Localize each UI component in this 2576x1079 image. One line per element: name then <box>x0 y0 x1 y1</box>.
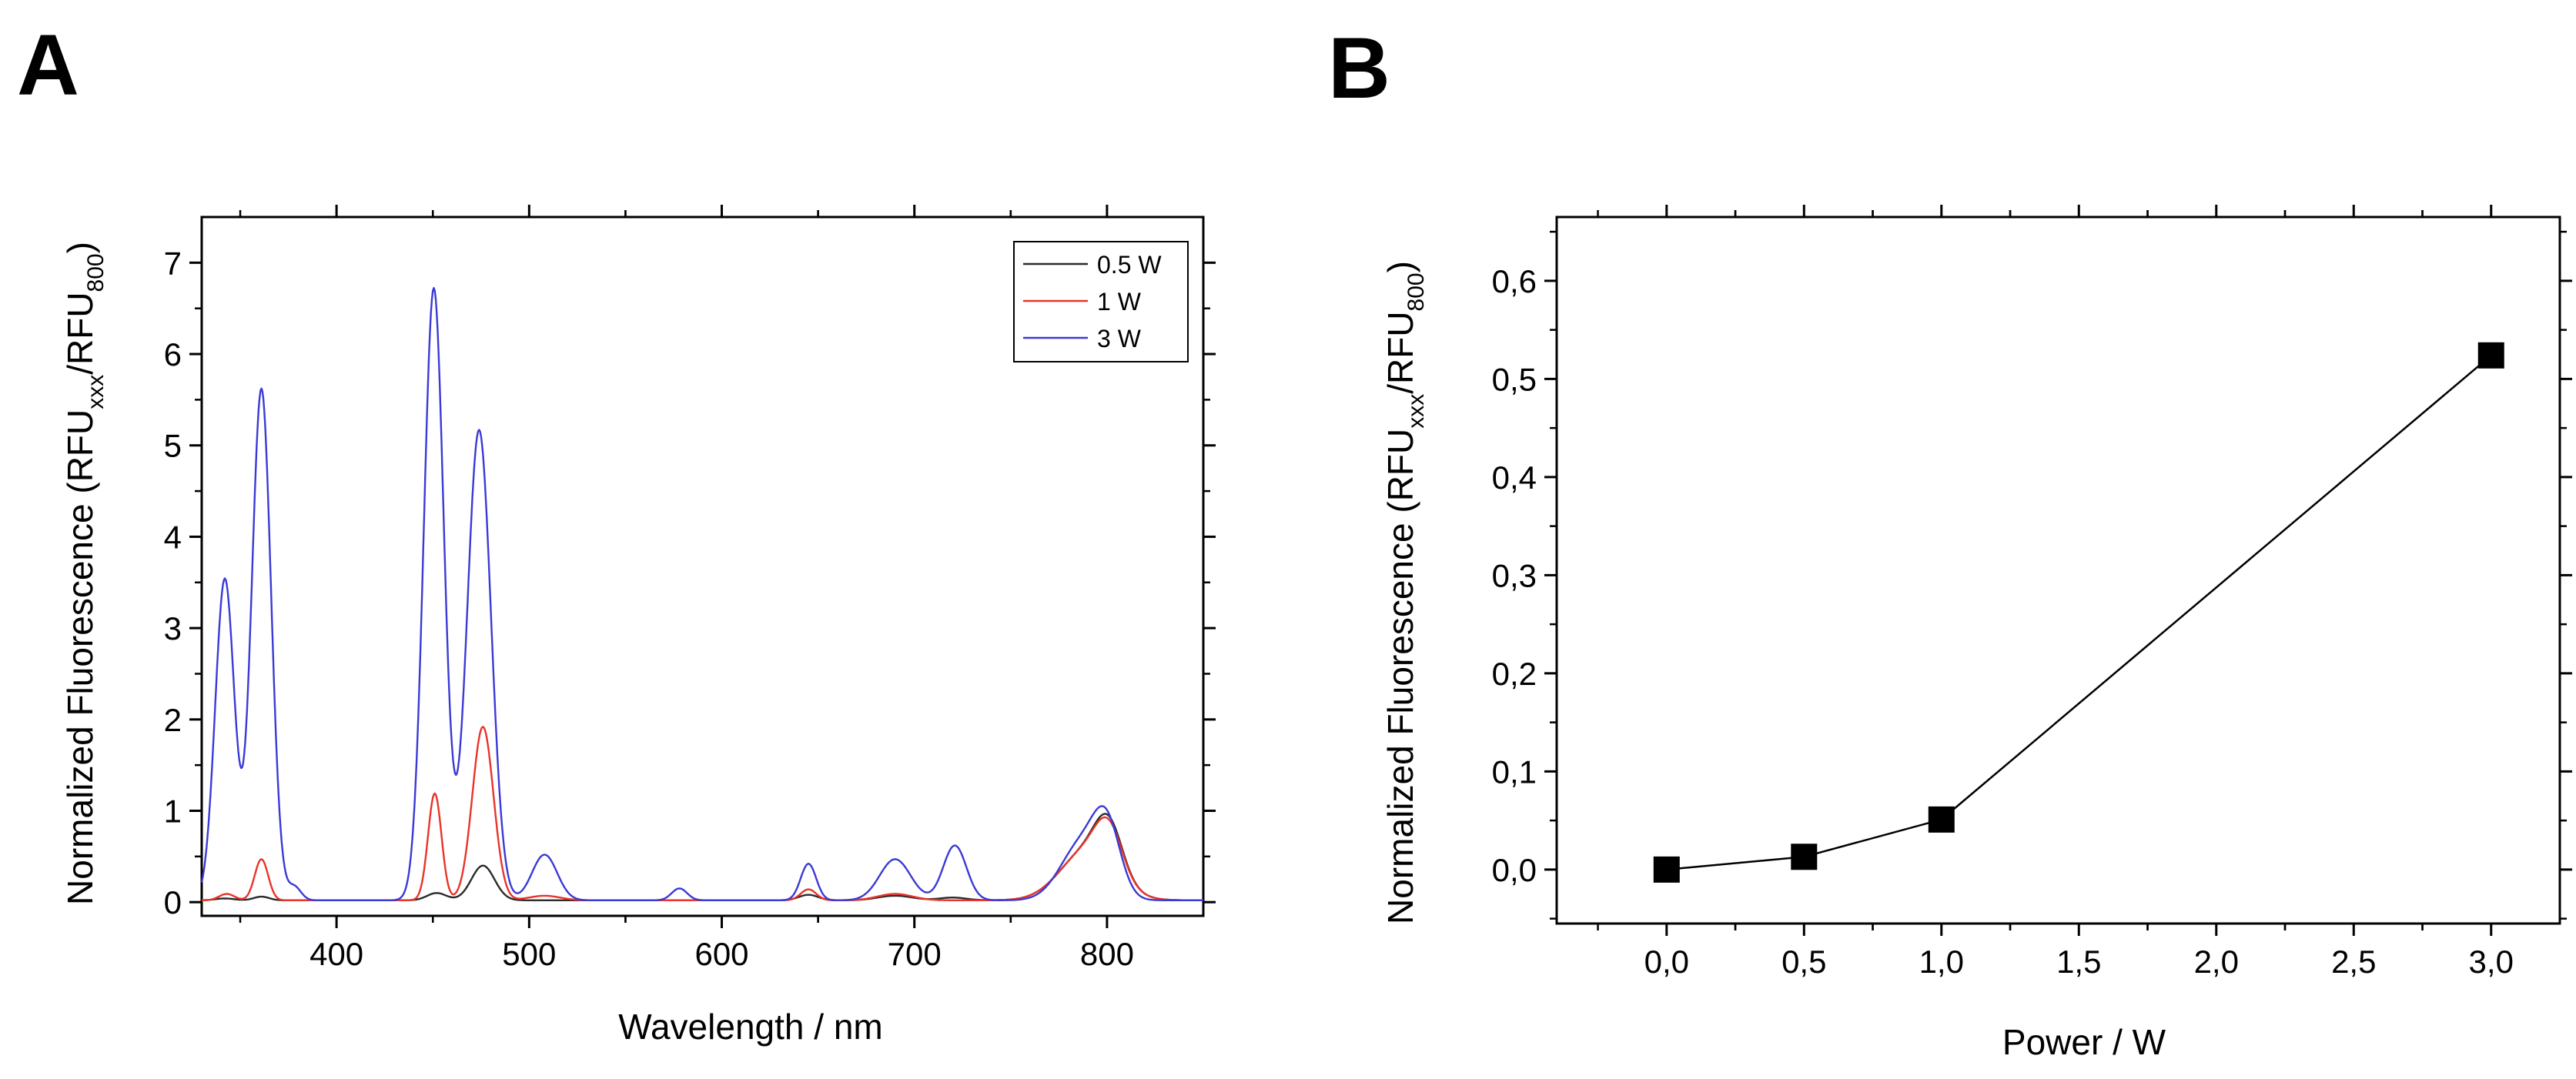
y-tick-label: 7 <box>164 245 182 281</box>
y-tick-label: 0,1 <box>1492 753 1537 790</box>
panel-b-axes <box>1555 215 2561 925</box>
data-point <box>2477 342 2504 369</box>
x-tick-label: 1,0 <box>1919 944 1964 980</box>
x-tick-label: 0,0 <box>1644 944 1689 980</box>
y-tick-label: 2 <box>164 702 182 738</box>
spectrum-line-1-W <box>202 726 1203 901</box>
x-tick-label: 400 <box>309 936 363 972</box>
y-tick-label: 3 <box>164 610 182 646</box>
panel-b-ticks: 0,0 0,5 1,0 1,5 2,0 2,5 3,0 0,0 0,1 0,2 0,3 0,4 0,5 0… <box>1492 205 2572 980</box>
panel-a-label: A <box>17 17 79 113</box>
panel-a-x-axis-title: Wavelength / nm <box>618 1007 882 1047</box>
x-tick-label: 2,5 <box>2331 944 2376 980</box>
x-tick-label: 500 <box>502 936 556 972</box>
panel-a-y-axis-title: Normalized Fluorescence (RFUxxx/RFU800) <box>60 242 109 905</box>
x-tick-label: 0,5 <box>1781 944 1826 980</box>
panel-b-y-axis-title: Normalized Fluorescence (RFUxxx/RFU800) <box>1380 261 1429 924</box>
data-point <box>1653 856 1680 883</box>
panel-a: A 400 500 600 700 800 0 1 2 3 4 5 6 7 0.5 W 1 W 3 W Wa… <box>17 17 1216 1047</box>
x-tick-label: 3,0 <box>2469 944 2514 980</box>
x-tick-label: 700 <box>888 936 942 972</box>
y-tick-label: 0 <box>164 884 182 920</box>
y-tick-label: 0,2 <box>1492 656 1537 692</box>
y-tick-label: 0,0 <box>1492 852 1537 888</box>
y-tick-label: 0,3 <box>1492 557 1537 593</box>
plot-frame <box>1555 215 2561 925</box>
panel-a-spectra <box>200 286 1203 901</box>
x-tick-label: 800 <box>1080 936 1134 972</box>
y-tick-label: 5 <box>164 428 182 464</box>
panel-a-legend: 0.5 W 1 W 3 W <box>1013 241 1189 362</box>
x-tick-label: 1,5 <box>2056 944 2101 980</box>
spectrum-line-3-W <box>200 286 1203 901</box>
panel-b: B 0,0 0,5 1,0 1,5 2,0 2,5 3,00,00,10,20,30,40,… <box>1328 20 2572 1062</box>
legend-label: 3 W <box>1097 325 1142 352</box>
plot-frame <box>200 215 1205 917</box>
panel-b-label: B <box>1328 20 1390 116</box>
x-tick-label: 2,0 <box>2194 944 2239 980</box>
spectrum-line-0.5-W <box>202 813 1203 901</box>
legend-label: 1 W <box>1097 288 1142 316</box>
y-tick-label: 0,6 <box>1492 263 1537 299</box>
y-tick-label: 1 <box>164 793 182 830</box>
y-tick-label: 0,5 <box>1492 361 1537 397</box>
panel-a-ticks: 400 500 600 700 800 0 1 2 3 4 5 6 7 <box>164 205 1216 972</box>
y-tick-label: 4 <box>164 519 182 555</box>
x-tick-label: 600 <box>694 936 748 972</box>
y-tick-label: 6 <box>164 336 182 372</box>
panel-a-axes <box>200 215 1205 917</box>
data-point <box>1928 806 1955 833</box>
series-line <box>1666 354 2492 871</box>
legend-label: 0.5 W <box>1097 251 1162 279</box>
panel-b-series <box>1653 342 2504 883</box>
y-tick-label: 0,4 <box>1492 459 1537 496</box>
panel-b-x-axis-title: Power / W <box>2002 1022 2166 1062</box>
data-point <box>1791 843 1818 870</box>
